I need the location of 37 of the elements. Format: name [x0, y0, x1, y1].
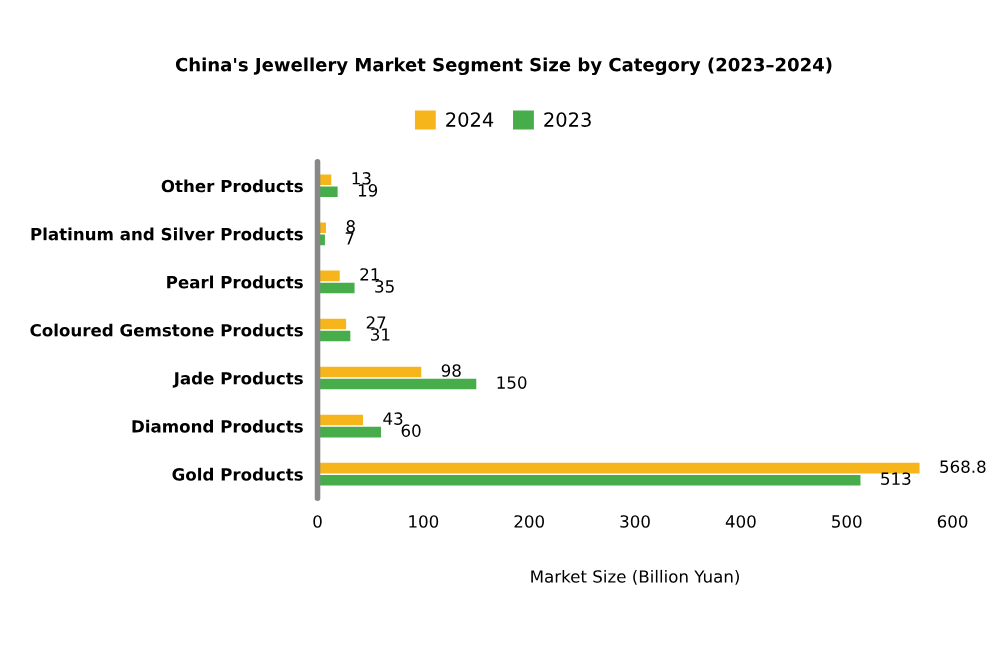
data-label: 8 — [346, 220, 355, 233]
bar — [317, 378, 477, 390]
data-label: 60 — [401, 424, 421, 437]
data-label: 98 — [441, 364, 461, 377]
y-tick-label: Pearl Products — [167, 275, 303, 289]
legend-label: 2023 — [544, 112, 591, 127]
x-axis-title: Market Size (Billion Yuan) — [531, 569, 739, 585]
bar — [317, 474, 861, 486]
x-tick-label: 0 — [313, 515, 322, 528]
bar — [317, 426, 382, 438]
data-label: 513 — [881, 472, 911, 485]
x-tick-label: 400 — [725, 515, 756, 528]
data-label: 31 — [371, 328, 390, 341]
data-label: 13 — [352, 172, 371, 185]
y-tick-label: Jade Products — [172, 371, 303, 388]
data-label: 150 — [497, 376, 527, 389]
bar — [317, 462, 920, 474]
y-tick-label: Gold Products — [172, 467, 303, 481]
x-tick-label: 200 — [514, 515, 544, 528]
y-tick-label: Platinum and Silver Products — [31, 227, 303, 241]
data-label: 7 — [345, 232, 354, 245]
data-label: 35 — [375, 280, 394, 293]
x-tick-label: 600 — [937, 515, 968, 528]
y-tick-label: Coloured Gemstone Products — [30, 323, 303, 337]
data-label: 27 — [366, 316, 386, 329]
x-tick-label: 500 — [832, 515, 862, 528]
data-label: 568.8 — [940, 460, 986, 473]
legend-label: 2024 — [446, 112, 494, 127]
data-label: 19 — [358, 184, 378, 197]
x-tick-label: 100 — [409, 515, 439, 528]
data-label: 21 — [360, 268, 379, 281]
chart-title: China's Jewellery Market Segment Size by Category (2023–2024) — [175, 57, 832, 76]
data-label: 43 — [383, 412, 403, 425]
x-tick-label: 300 — [620, 515, 650, 528]
y-tick-label: Other Products — [161, 179, 303, 193]
y-tick-label: Diamond Products — [132, 419, 303, 433]
bar — [317, 366, 422, 378]
